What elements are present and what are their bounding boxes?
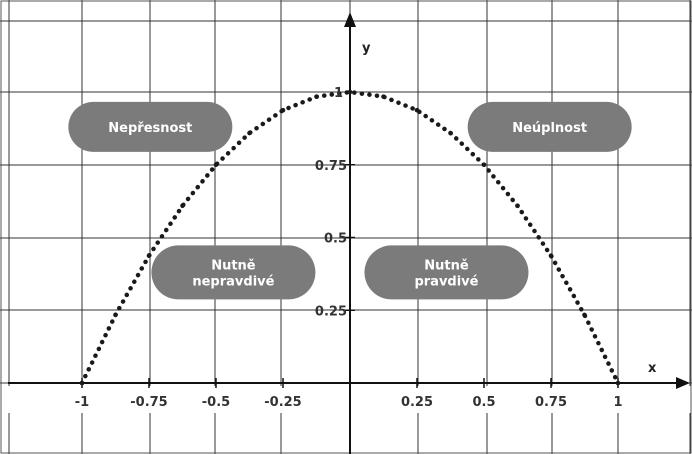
- region-label: Neúplnost: [467, 101, 632, 152]
- x-axis-arrow-icon: [676, 377, 690, 389]
- series-line: [79, 89, 621, 386]
- y-tick-label: 1: [334, 86, 343, 101]
- data-point: [79, 380, 85, 386]
- data-point: [213, 162, 219, 168]
- data-point: [113, 312, 118, 318]
- region-label-pill: [364, 245, 529, 300]
- region-label-text: nepravdivé: [192, 274, 274, 289]
- x-tick-label: -0.5: [202, 395, 230, 410]
- tick-label-band: [0, 386, 692, 413]
- series: [79, 89, 621, 386]
- x-tick-label: -0.25: [264, 395, 301, 410]
- x-tick-label: -1: [75, 395, 89, 410]
- x-tick-label: 1: [613, 395, 622, 410]
- y-tick-label: 0.25: [315, 304, 347, 319]
- data-point: [247, 130, 252, 136]
- data-point: [347, 89, 353, 95]
- region-label-text: Nutně: [424, 258, 469, 273]
- region-label-text: Neúplnost: [512, 121, 587, 136]
- y-tick-label: 0.75: [315, 159, 347, 174]
- data-point: [381, 94, 386, 99]
- y-axis-arrow-icon: [344, 12, 356, 27]
- data-point: [515, 203, 520, 209]
- region-label-pill: [151, 245, 316, 300]
- region-labels: Nepřesnost NeúplnostNutněnepravdivéNutněp…: [68, 101, 632, 300]
- x-tick-label: -0.75: [130, 395, 167, 410]
- data-point: [414, 107, 420, 113]
- region-label-text: pravdivé: [414, 274, 478, 289]
- data-point: [280, 107, 286, 113]
- region-label-text: Nutně: [211, 258, 256, 273]
- x-axis-label: x: [648, 361, 657, 376]
- data-point: [448, 130, 453, 136]
- x-tick-label: 0.75: [535, 395, 567, 410]
- data-point: [481, 162, 487, 168]
- region-label: Nepřesnost: [68, 101, 233, 152]
- y-tick-label: 0.5: [324, 232, 347, 247]
- region-label-text: Nepřesnost: [108, 121, 192, 136]
- data-point: [582, 312, 587, 318]
- data-point: [180, 203, 185, 209]
- data-point: [548, 253, 554, 258]
- y-axis-label: y: [362, 41, 371, 56]
- region-label-pill: [68, 101, 233, 152]
- data-point: [314, 94, 319, 99]
- data-point: [146, 253, 152, 258]
- data-point: [615, 380, 621, 386]
- region-label-pill: [467, 101, 632, 152]
- tick-labels: -1 -0.75 -0.5 -0.25 0.25 0.5 0.75 1 0.25 0.5 0.75 1: [75, 86, 623, 410]
- x-tick-label: 0.25: [401, 395, 433, 410]
- x-tick-label: 0.5: [472, 395, 495, 410]
